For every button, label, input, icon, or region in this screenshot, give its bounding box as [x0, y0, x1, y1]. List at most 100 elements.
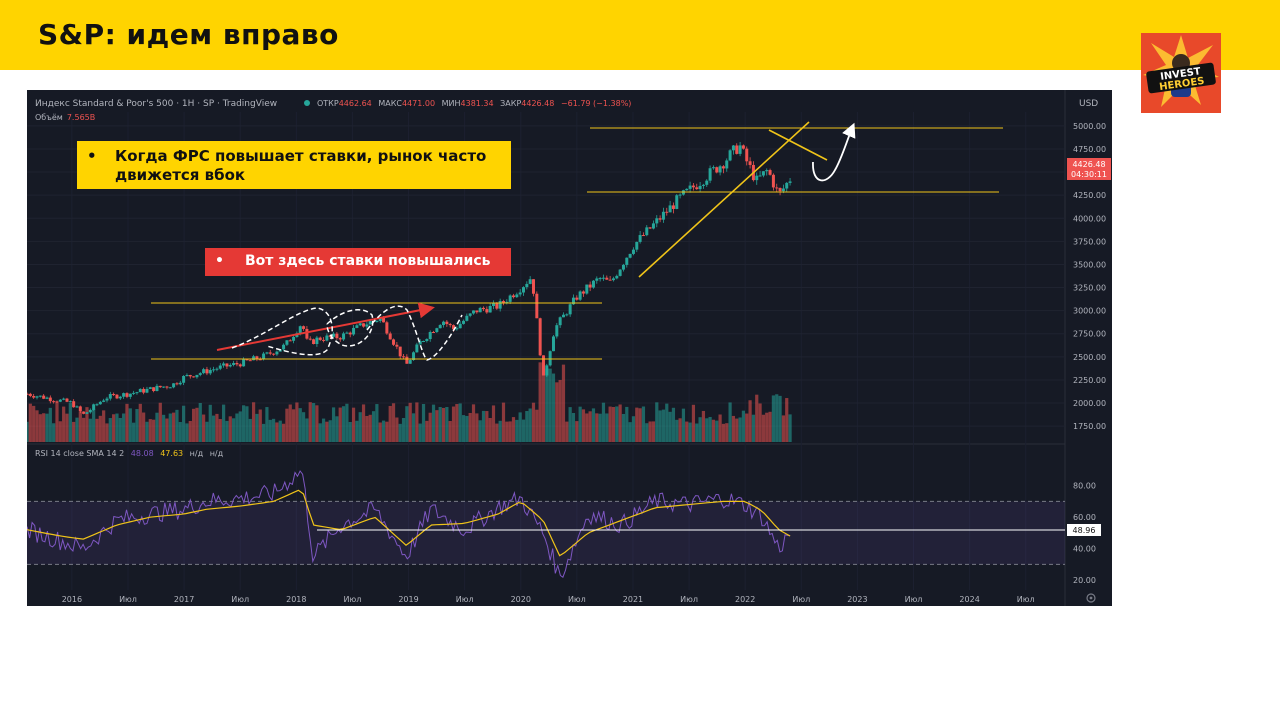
volume-bar	[325, 421, 329, 442]
candle-body	[661, 211, 665, 220]
volume-bar	[595, 413, 599, 442]
candle-body	[285, 340, 289, 345]
volume-bar	[715, 420, 719, 442]
candle-body	[385, 322, 389, 334]
volume-bar	[701, 410, 706, 442]
candle-body	[538, 318, 542, 356]
volume-bar	[185, 423, 189, 442]
volume-bar	[102, 410, 106, 442]
volume-bar	[441, 407, 446, 442]
candle-body	[208, 369, 212, 374]
candle-body	[728, 150, 732, 161]
candle-body	[755, 175, 759, 181]
candle-body	[638, 235, 642, 242]
candle-body	[625, 257, 629, 265]
volume-bar	[765, 412, 769, 442]
volume-bar	[488, 418, 492, 442]
candle-body	[465, 315, 469, 321]
volume-bar	[731, 415, 736, 442]
candle-body	[322, 339, 326, 341]
sideways-trend-arrow	[216, 302, 435, 351]
candle-body	[715, 167, 719, 173]
volume-bar	[448, 421, 452, 442]
volume-bar	[212, 415, 216, 442]
currency-label[interactable]: USD	[1079, 99, 1098, 109]
volume-bar	[291, 409, 296, 442]
volume-bar	[112, 414, 116, 442]
candle-body	[395, 344, 399, 347]
volume-bar	[755, 394, 759, 442]
candle-body	[35, 396, 39, 398]
candle-body	[668, 205, 672, 213]
candle-body	[551, 336, 555, 352]
volume-bar	[428, 412, 432, 442]
candle-body	[748, 161, 752, 165]
volume-bar	[258, 409, 262, 442]
time-tick-label: Июл	[792, 595, 810, 604]
candle-body	[758, 175, 762, 177]
volume-bar	[221, 404, 226, 442]
candle-body	[362, 323, 366, 327]
candle-body	[298, 326, 302, 334]
volume-bar	[445, 406, 449, 442]
candle-body	[192, 376, 196, 378]
settings-gear-icon[interactable]	[1086, 593, 1096, 603]
candle-body	[575, 297, 579, 300]
time-tick-label: 2021	[623, 595, 643, 604]
volume-bar	[172, 412, 176, 442]
chart-canvas[interactable]: Индекс Standard & Poor's 500 · 1Н · SP ·…	[27, 90, 1112, 606]
candle-body	[108, 394, 112, 399]
volume-bar	[328, 420, 332, 442]
volume-bar	[695, 423, 699, 442]
candle-body	[558, 317, 562, 326]
volume-bar	[415, 402, 419, 442]
callout-rates-raised: • Вот здесь ставки повышались	[205, 248, 511, 276]
volume-bar	[361, 404, 366, 442]
volume-bar	[261, 423, 266, 442]
forecast-arrow	[812, 122, 856, 182]
candle-body	[235, 362, 239, 365]
volume-bar	[541, 363, 546, 442]
volume-bar	[608, 406, 612, 442]
time-tick-label: Июл	[456, 595, 474, 604]
candle-body	[425, 339, 429, 342]
candle-body	[132, 392, 136, 394]
candle-body	[125, 393, 129, 397]
candle-body	[521, 287, 525, 293]
volume-bar	[135, 409, 139, 442]
candle-body	[472, 310, 476, 314]
candle-body	[518, 292, 522, 295]
candle-body	[488, 306, 492, 313]
time-tick-label: Июл	[231, 595, 249, 604]
time-tick-label: Июл	[680, 595, 698, 604]
candle-body	[705, 180, 709, 185]
volume-bar	[331, 407, 336, 442]
volume-bar	[178, 422, 182, 442]
candle-body	[631, 249, 635, 254]
volume-bar	[62, 406, 66, 442]
volume-bar	[182, 405, 186, 442]
volume-bar	[698, 417, 702, 442]
volume-bar	[271, 418, 276, 442]
candle-body	[78, 406, 82, 412]
candle-body	[778, 187, 782, 192]
volume-bar	[495, 423, 499, 442]
candle-body	[621, 264, 625, 270]
bar-timer: 04:30:11	[1071, 170, 1107, 179]
candle-body	[511, 295, 515, 298]
volume-bar	[192, 408, 196, 442]
candle-body	[452, 325, 456, 330]
candle-body	[571, 297, 575, 305]
candle-body	[142, 388, 146, 393]
volume-bar	[301, 412, 306, 442]
volume-bar	[148, 419, 152, 442]
volume-bar	[625, 406, 629, 442]
candle-body	[152, 387, 156, 392]
rsi-axis-ticks: 80.00 60.00 40.00 20.00	[1073, 482, 1096, 586]
volume-bar	[52, 423, 56, 442]
volume-bar	[565, 421, 569, 442]
volume-bar	[425, 420, 429, 442]
volume-bar	[438, 406, 442, 442]
volume-bar	[85, 407, 89, 442]
volume-bar	[728, 402, 732, 442]
